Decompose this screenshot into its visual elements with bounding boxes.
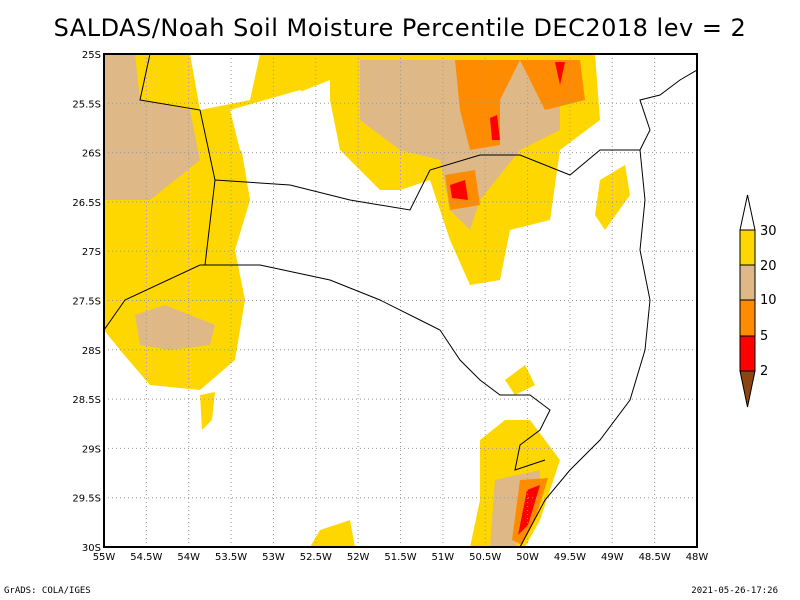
- region-orange-2: [520, 60, 585, 110]
- region-red-1: [450, 180, 468, 200]
- shaded-field: [104, 54, 630, 547]
- region-yellow-east: [595, 165, 630, 230]
- x-tick-label: 48.5W: [639, 552, 671, 563]
- legend-label: 10: [760, 293, 777, 308]
- x-tick-label: 51.5W: [384, 552, 416, 563]
- y-axis: 25S 25.5S 26S 26.5S 27S 27.5S 28S 28.5S 29S 29.5S…: [72, 50, 101, 554]
- plot-frame: [103, 53, 698, 548]
- y-tick-label: 26S: [82, 149, 101, 160]
- legend-label: 2: [760, 364, 768, 379]
- x-tick-label: 50W: [516, 552, 539, 563]
- x-tick-label: 54.5W: [130, 552, 162, 563]
- boundaries: [104, 54, 697, 547]
- country-border: [139, 54, 216, 266]
- x-tick-label: 49.5W: [554, 552, 586, 563]
- y-tick-label: 27.5S: [72, 297, 101, 308]
- y-tick-label: 25.5S: [72, 99, 101, 110]
- y-tick-label: 27S: [82, 247, 101, 258]
- legend-arrow-bottom: [739, 370, 756, 408]
- x-tick-label: 53.5W: [215, 552, 247, 563]
- x-tick-label: 54W: [177, 552, 200, 563]
- footer-credit: GrADS: COLA/IGES: [4, 586, 91, 596]
- plot-title: SALDAS/Noah Soil Moisture Percentile DEC…: [53, 14, 747, 42]
- legend-label: 5: [760, 329, 768, 344]
- x-tick-label: 52.5W: [300, 552, 332, 563]
- region-tan-west: [104, 54, 200, 200]
- legend-label: 20: [760, 259, 777, 274]
- x-tick-label: 53W: [262, 552, 285, 563]
- x-tick-label: 55W: [93, 552, 116, 563]
- region-tan-sw: [135, 305, 215, 350]
- region-red-4: [518, 485, 540, 535]
- legend-box-5: [739, 335, 756, 372]
- grid-lines: [104, 54, 697, 547]
- region-red-2: [490, 115, 500, 140]
- x-tick-label: 49W: [601, 552, 624, 563]
- x-tick-label: 51W: [432, 552, 455, 563]
- x-tick-label: 50.5W: [469, 552, 501, 563]
- x-tick-label: 48W: [686, 552, 709, 563]
- x-axis: 55W 54.5W 54W 53.5W 53W 52.5W 52W 51.5W 51W 50.5W…: [93, 552, 709, 563]
- y-tick-label: 28.5S: [72, 395, 101, 406]
- x-tick-label: 52W: [347, 552, 370, 563]
- legend-box-20: [739, 264, 756, 301]
- y-tick-label: 29.5S: [72, 494, 101, 505]
- color-legend: 2 5 10 20 30: [739, 194, 777, 408]
- y-tick-label: 25S: [82, 50, 101, 61]
- coastline: [519, 69, 697, 547]
- region-yellow-south: [310, 520, 355, 547]
- legend-box-30: [739, 229, 756, 266]
- legend-arrow-top: [739, 194, 756, 231]
- region-red-3: [555, 62, 565, 85]
- region-orange-1: [455, 60, 520, 150]
- y-tick-label: 28S: [82, 346, 101, 357]
- y-tick-label: 26.5S: [72, 198, 101, 209]
- region-yellow-mid: [505, 365, 535, 395]
- state-border-north: [214, 149, 640, 211]
- state-border: [104, 264, 551, 471]
- legend-box-10: [739, 299, 756, 337]
- footer-timestamp: 2021-05-26-17:26: [691, 586, 778, 596]
- region-tan-north: [360, 60, 560, 230]
- y-tick-label: 29S: [82, 444, 101, 455]
- y-tick-label: 30S: [82, 543, 101, 554]
- legend-label: 30: [760, 224, 777, 239]
- region-yellow-sw: [200, 392, 215, 430]
